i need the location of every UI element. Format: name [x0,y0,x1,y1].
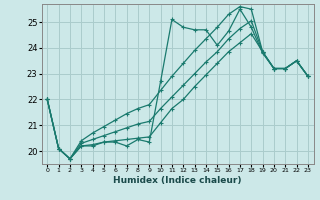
X-axis label: Humidex (Indice chaleur): Humidex (Indice chaleur) [113,176,242,185]
